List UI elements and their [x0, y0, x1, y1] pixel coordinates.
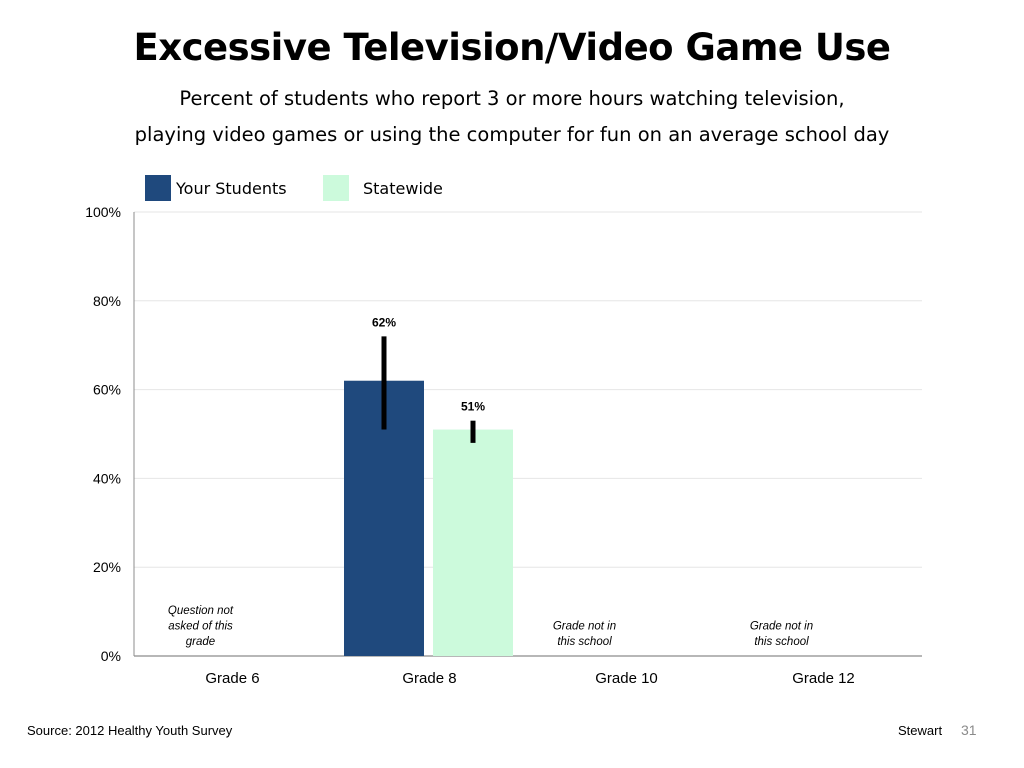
- chart-note: this school: [754, 636, 809, 648]
- bar: [433, 429, 513, 656]
- slide-subtitle-line2: playing video games or using the compute…: [134, 123, 890, 146]
- data-label: 51%: [461, 400, 485, 414]
- source-note: Source: 2012 Healthy Youth Survey: [27, 723, 233, 738]
- chart-note: grade: [186, 636, 215, 648]
- x-tick-label: Grade 12: [792, 670, 855, 687]
- y-tick-label: 0%: [101, 648, 121, 664]
- x-tick-label: Grade 6: [205, 670, 259, 687]
- y-tick-label: 100%: [85, 204, 121, 220]
- legend-swatch-your-students: [145, 175, 171, 201]
- legend-swatch-statewide: [323, 175, 349, 201]
- y-tick-label: 60%: [93, 382, 121, 398]
- chart-note: Grade not in: [553, 621, 616, 633]
- legend-label-statewide: Statewide: [363, 179, 443, 198]
- chart-note: Grade not in: [750, 621, 813, 633]
- chart-note: Question not: [168, 605, 234, 617]
- y-tick-label: 80%: [93, 293, 121, 309]
- legend-label-your-students: Your Students: [176, 179, 287, 198]
- slide-subtitle-line1: Percent of students who report 3 or more…: [179, 87, 845, 110]
- x-tick-label: Grade 10: [595, 670, 658, 687]
- page-number: 31: [961, 722, 977, 738]
- y-tick-label: 40%: [93, 470, 121, 486]
- x-tick-label: Grade 8: [402, 670, 456, 687]
- y-tick-label: 20%: [93, 559, 121, 575]
- footer-name: Stewart: [898, 723, 943, 738]
- chart-note: asked of this: [168, 621, 233, 633]
- slide-title: Excessive Television/Video Game Use: [133, 26, 891, 69]
- data-label: 62%: [372, 315, 396, 329]
- chart-note: this school: [557, 636, 612, 648]
